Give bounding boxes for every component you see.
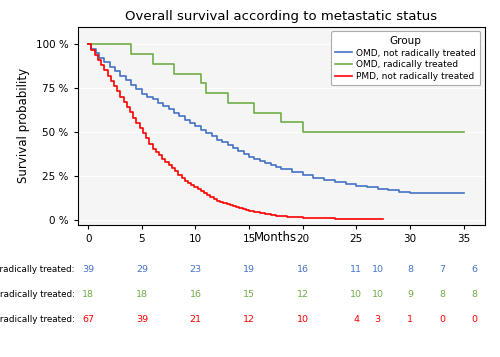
Text: 10: 10 xyxy=(350,290,362,299)
Text: 1: 1 xyxy=(407,315,413,324)
Legend: OMD, not radically treated, OMD, radically treated, PMD, not radically treated: OMD, not radically treated, OMD, radical… xyxy=(331,31,480,85)
Text: 39: 39 xyxy=(82,265,94,274)
Text: 10: 10 xyxy=(372,290,384,299)
Text: 7: 7 xyxy=(439,265,445,274)
Text: 0: 0 xyxy=(439,315,445,324)
Title: Overall survival according to metastatic status: Overall survival according to metastatic… xyxy=(125,10,438,23)
Text: 8: 8 xyxy=(407,265,413,274)
Text: PMD, not radically treated:: PMD, not radically treated: xyxy=(0,315,75,324)
Text: 23: 23 xyxy=(190,265,202,274)
Text: 0: 0 xyxy=(472,315,478,324)
Text: 19: 19 xyxy=(243,265,255,274)
Text: 10: 10 xyxy=(296,315,308,324)
Text: 18: 18 xyxy=(82,290,94,299)
Text: 8: 8 xyxy=(472,290,478,299)
Text: 8: 8 xyxy=(439,290,445,299)
Text: 10: 10 xyxy=(372,265,384,274)
Text: Months: Months xyxy=(254,231,298,244)
Y-axis label: Survival probability: Survival probability xyxy=(17,68,30,183)
Text: 9: 9 xyxy=(407,290,413,299)
Text: 21: 21 xyxy=(190,315,202,324)
Text: 39: 39 xyxy=(136,315,148,324)
Text: OMD, radically treated:: OMD, radically treated: xyxy=(0,290,75,299)
Text: 16: 16 xyxy=(296,265,308,274)
Text: 6: 6 xyxy=(472,265,478,274)
Text: 4: 4 xyxy=(354,315,360,324)
Text: 11: 11 xyxy=(350,265,362,274)
Text: 29: 29 xyxy=(136,265,148,274)
Text: 12: 12 xyxy=(296,290,308,299)
Text: 15: 15 xyxy=(243,290,255,299)
Text: 67: 67 xyxy=(82,315,94,324)
Text: 3: 3 xyxy=(374,315,381,324)
Text: 16: 16 xyxy=(190,290,202,299)
Text: OMD, not radically treated:: OMD, not radically treated: xyxy=(0,265,75,274)
Text: 12: 12 xyxy=(243,315,255,324)
Text: 18: 18 xyxy=(136,290,148,299)
